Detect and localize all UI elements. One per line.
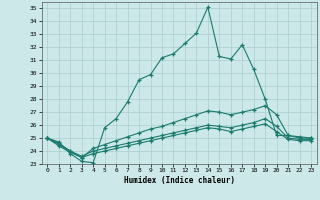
X-axis label: Humidex (Indice chaleur): Humidex (Indice chaleur) (124, 176, 235, 185)
